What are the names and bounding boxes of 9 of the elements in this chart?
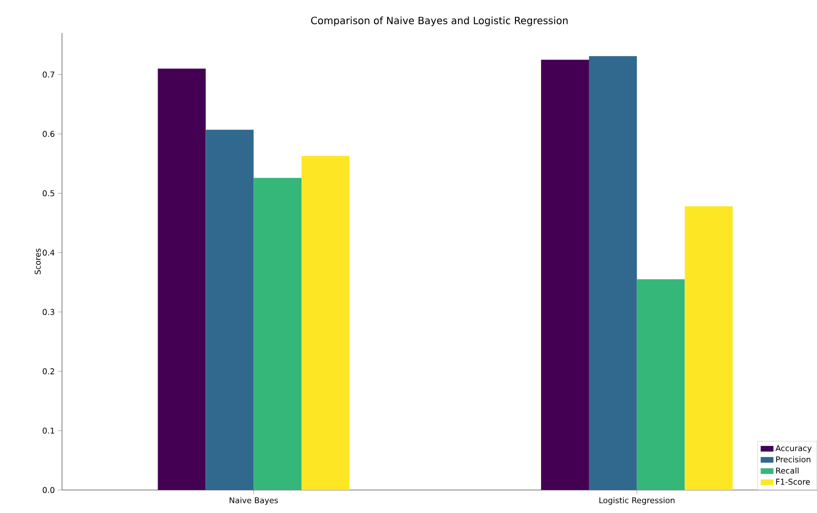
bar [684,206,733,490]
bar [636,279,685,490]
bar [254,178,302,490]
chart-title: Comparison of Naive Bayes and Logistic Regression [311,16,568,26]
bar [302,156,350,490]
bar [588,56,637,490]
bar [158,68,206,490]
bar [206,130,254,490]
bar [541,60,589,490]
